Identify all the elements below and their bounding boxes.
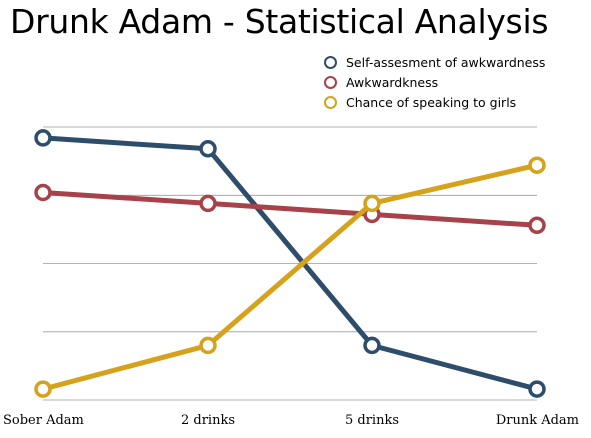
legend-item-series-0: Self-assesment of awkwardness	[324, 52, 545, 72]
x-tick-label: 2 drinks	[181, 413, 235, 428]
legend-label: Awkwardkness	[346, 74, 439, 90]
x-tick-label: Drunk Adam	[496, 413, 579, 428]
data-point	[199, 194, 217, 213]
x-tick-label: 5 drinks	[345, 413, 399, 428]
data-point	[34, 129, 52, 147]
legend-label: Self-assesment of awkwardness	[346, 54, 546, 70]
series-1	[34, 183, 546, 235]
x-tick-label: Sober Adam	[3, 413, 84, 428]
data-point	[363, 194, 381, 213]
series-line	[40, 190, 540, 228]
x-tick-labels: Sober Adam 2 drinks 5 drinks Drunk Adam	[3, 413, 579, 428]
data-point	[34, 380, 52, 398]
data-point	[34, 183, 52, 202]
legend-item-series-2: Chance of speaking to girls	[324, 92, 545, 112]
series-2	[34, 156, 546, 398]
data-point	[363, 336, 381, 355]
grid-layer	[43, 126, 537, 401]
data-point	[528, 156, 546, 174]
chart-legend: Self-assesment of awkwardness Awkwardkne…	[324, 52, 545, 112]
legend-marker-circle-icon	[324, 75, 337, 89]
series-line	[40, 135, 540, 392]
chart-title: Drunk Adam - Statistical Analysis	[10, 2, 549, 41]
data-point	[528, 380, 546, 398]
legend-marker-circle-icon	[324, 95, 337, 109]
legend-item-series-1: Awkwardkness	[324, 72, 545, 92]
legend-marker-circle-icon	[324, 55, 337, 69]
legend-label: Chance of speaking to girls	[346, 94, 517, 110]
series-layer	[34, 129, 546, 398]
series-0	[34, 129, 546, 398]
data-point	[528, 216, 546, 235]
data-point	[199, 336, 217, 355]
series-line	[40, 162, 540, 392]
data-point	[199, 140, 217, 158]
